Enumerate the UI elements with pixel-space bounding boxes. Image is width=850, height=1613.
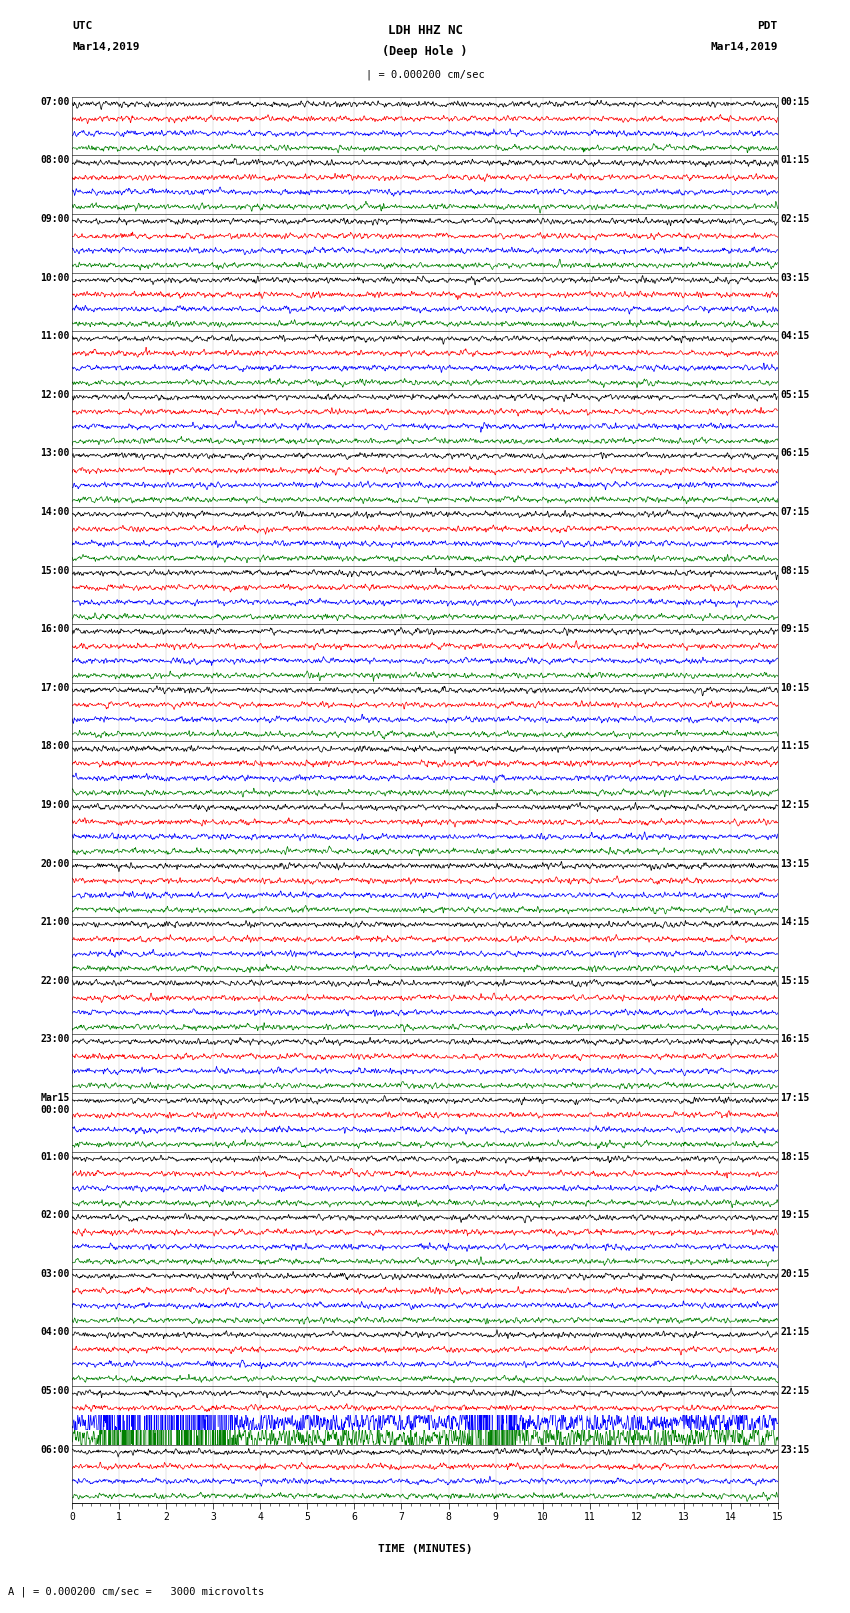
- Text: 03:00: 03:00: [40, 1269, 70, 1279]
- Text: Mar14,2019: Mar14,2019: [711, 42, 778, 52]
- Text: 10:00: 10:00: [40, 273, 70, 282]
- Text: 02:15: 02:15: [780, 215, 810, 224]
- Text: A | = 0.000200 cm/sec =   3000 microvolts: A | = 0.000200 cm/sec = 3000 microvolts: [8, 1586, 264, 1597]
- Text: 04:00: 04:00: [40, 1327, 70, 1337]
- Text: 08:00: 08:00: [40, 155, 70, 166]
- Text: 18:00: 18:00: [40, 742, 70, 752]
- Text: 02:00: 02:00: [40, 1210, 70, 1221]
- Text: 07:15: 07:15: [780, 506, 810, 518]
- Text: | = 0.000200 cm/sec: | = 0.000200 cm/sec: [366, 69, 484, 81]
- Text: 23:15: 23:15: [780, 1445, 810, 1455]
- Text: 08:15: 08:15: [780, 566, 810, 576]
- Text: 23:00: 23:00: [40, 1034, 70, 1045]
- Text: 06:00: 06:00: [40, 1445, 70, 1455]
- Text: 14:15: 14:15: [780, 918, 810, 927]
- Text: 10:15: 10:15: [780, 682, 810, 694]
- Text: 01:15: 01:15: [780, 155, 810, 166]
- Text: 17:00: 17:00: [40, 682, 70, 694]
- Text: 05:15: 05:15: [780, 390, 810, 400]
- Text: 22:00: 22:00: [40, 976, 70, 986]
- Text: TIME (MINUTES): TIME (MINUTES): [377, 1544, 473, 1553]
- Text: 09:15: 09:15: [780, 624, 810, 634]
- Text: Mar14,2019: Mar14,2019: [72, 42, 139, 52]
- Text: 20:15: 20:15: [780, 1269, 810, 1279]
- Text: 03:15: 03:15: [780, 273, 810, 282]
- Text: (Deep Hole ): (Deep Hole ): [382, 45, 468, 58]
- Text: 12:00: 12:00: [40, 390, 70, 400]
- Text: 18:15: 18:15: [780, 1152, 810, 1161]
- Text: 14:00: 14:00: [40, 506, 70, 518]
- Text: 21:00: 21:00: [40, 918, 70, 927]
- Text: 00:15: 00:15: [780, 97, 810, 106]
- Text: 11:15: 11:15: [780, 742, 810, 752]
- Text: 16:15: 16:15: [780, 1034, 810, 1045]
- Text: 01:00: 01:00: [40, 1152, 70, 1161]
- Text: 15:00: 15:00: [40, 566, 70, 576]
- Text: 16:00: 16:00: [40, 624, 70, 634]
- Text: 13:15: 13:15: [780, 858, 810, 869]
- Text: UTC: UTC: [72, 21, 93, 31]
- Text: 12:15: 12:15: [780, 800, 810, 810]
- Text: 17:15: 17:15: [780, 1094, 810, 1103]
- Text: 07:00: 07:00: [40, 97, 70, 106]
- Text: Mar15
00:00: Mar15 00:00: [40, 1094, 70, 1115]
- Text: 05:00: 05:00: [40, 1386, 70, 1397]
- Text: 19:00: 19:00: [40, 800, 70, 810]
- Text: 22:15: 22:15: [780, 1386, 810, 1397]
- Text: 15:15: 15:15: [780, 976, 810, 986]
- Text: 06:15: 06:15: [780, 448, 810, 458]
- Text: 21:15: 21:15: [780, 1327, 810, 1337]
- Text: 11:00: 11:00: [40, 331, 70, 342]
- Text: 13:00: 13:00: [40, 448, 70, 458]
- Text: 04:15: 04:15: [780, 331, 810, 342]
- Text: PDT: PDT: [757, 21, 778, 31]
- Text: 09:00: 09:00: [40, 215, 70, 224]
- Text: LDH HHZ NC: LDH HHZ NC: [388, 24, 462, 37]
- Text: 19:15: 19:15: [780, 1210, 810, 1221]
- Text: 20:00: 20:00: [40, 858, 70, 869]
